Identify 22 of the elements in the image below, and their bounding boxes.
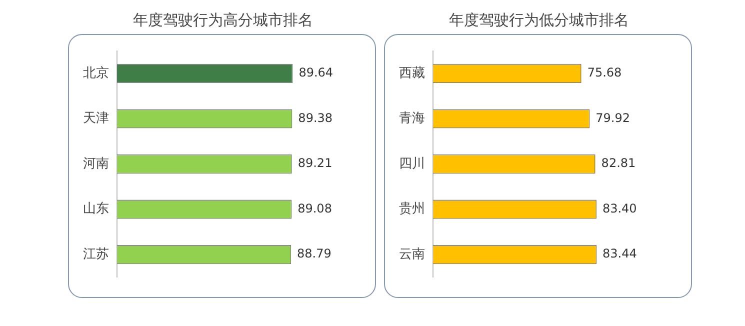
chart-title: 年度驾驶行为高分城市排名 [132,10,314,31]
data-label: 83.40 [602,201,637,216]
data-label: 88.79 [297,246,332,261]
y-tick-label: 云南 [399,246,425,262]
y-tick-label: 天津 [83,111,109,126]
y-tick-label: 北京 [83,66,109,81]
data-label: 79.92 [596,110,630,125]
y-tick-label: 贵州 [399,202,425,217]
y-tick-label: 西藏 [399,66,425,81]
data-label: 89.64 [298,66,334,80]
y-tick-label: 河南 [83,156,109,172]
data-label: 82.81 [601,156,636,170]
data-label: 83.44 [602,246,637,261]
y-tick-label: 江苏 [83,246,109,262]
y-tick-label: 青海 [399,111,425,126]
data-label: 89.38 [298,110,333,125]
data-label: 89.21 [298,156,332,170]
data-label: 89.08 [298,201,332,216]
y-tick-label: 山东 [83,202,109,217]
y-tick-label: 四川 [399,156,425,172]
chart-title: 年度驾驶行为低分城市排名 [448,10,630,31]
data-label: 75.68 [587,66,622,80]
